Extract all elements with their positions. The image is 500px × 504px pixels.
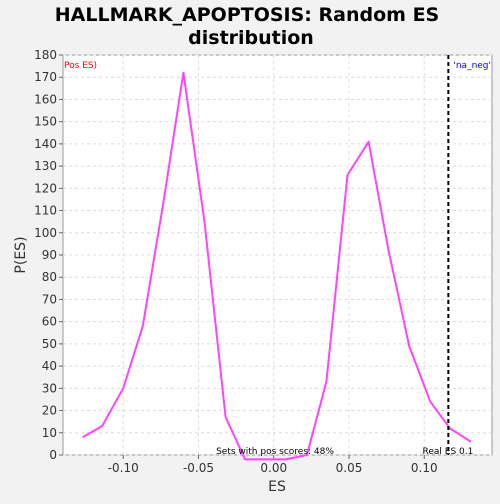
y-tick-label: 130 (34, 159, 57, 173)
y-tick-label: 180 (34, 48, 57, 62)
y-tick-label: 20 (42, 404, 57, 418)
chart-title-line-2: distribution (188, 27, 314, 49)
y-tick-label: 150 (34, 115, 57, 129)
y-tick-label: 70 (42, 292, 57, 306)
sets-with-pos-scores-label: Sets with pos scores: 48% (216, 447, 334, 457)
x-tick-label: -0.05 (183, 461, 214, 475)
chart-title-line-1: HALLMARK_APOPTOSIS: Random ES (55, 4, 439, 26)
annotations: Pos ES) 'na_neg' Sets with pos scores: 48%… (64, 55, 491, 457)
y-tick-label: 0 (49, 448, 57, 462)
x-tick-label: 0.10 (411, 461, 438, 475)
series-layer (82, 71, 472, 461)
y-tick-label: 30 (42, 381, 57, 395)
na-neg-label: 'na_neg' (453, 61, 491, 71)
y-tick-label: 140 (34, 137, 57, 151)
plot-area (62, 54, 493, 456)
x-tick-label: 0.05 (336, 461, 363, 475)
y-axis-label: P(ES) (13, 236, 29, 273)
x-tick-label: -0.10 (108, 461, 139, 475)
axes: 0 10 20 30 40 50 60 70 80 90 100 110 120 130 140 150 160… (34, 48, 438, 475)
y-tick-label: 50 (42, 337, 57, 351)
y-tick-label: 60 (42, 315, 57, 329)
y-tick-label: 90 (42, 248, 57, 262)
y-tick-label: 110 (34, 204, 57, 218)
y-tick-label: 80 (42, 270, 57, 284)
es-distribution-line (82, 71, 472, 461)
y-tick-label: 120 (34, 181, 57, 195)
real-es-label: Real ES 0.1 (423, 447, 474, 457)
y-tick-label: 170 (34, 70, 57, 84)
x-tick-label: 0.00 (260, 461, 287, 475)
y-tick-label: 40 (42, 359, 57, 373)
y-tick-label: 100 (34, 226, 57, 240)
y-tick-label: 160 (34, 92, 57, 106)
grid (63, 54, 492, 456)
x-axis-label: ES (268, 479, 286, 495)
y-tick-label: 10 (42, 426, 57, 440)
pos-es-label: Pos ES) (64, 61, 97, 71)
